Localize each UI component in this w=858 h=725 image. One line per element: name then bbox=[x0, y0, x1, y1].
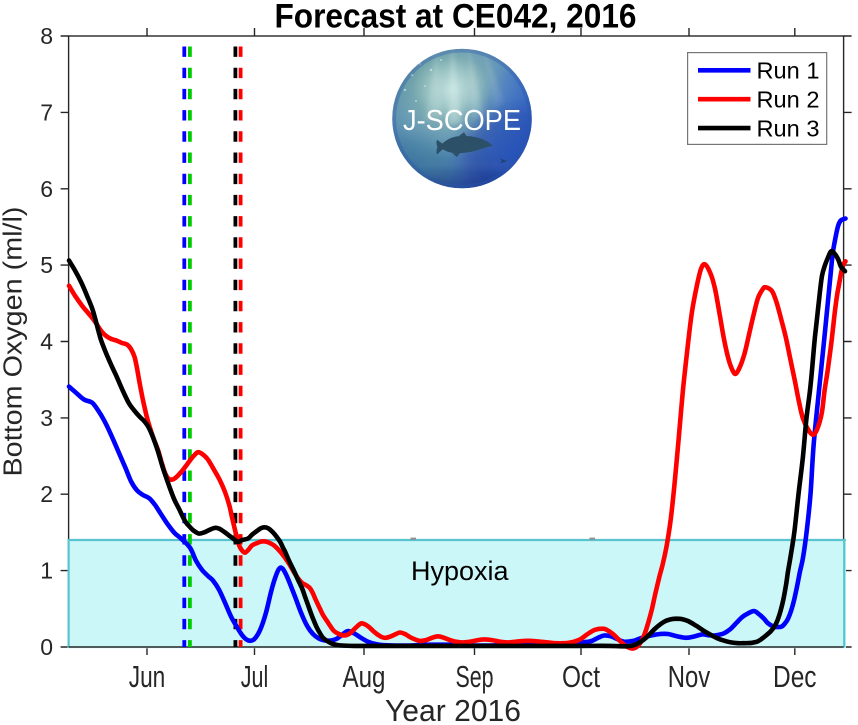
svg-text:Oct: Oct bbox=[562, 660, 600, 694]
svg-text:3: 3 bbox=[40, 405, 53, 431]
svg-text:Nov: Nov bbox=[668, 660, 711, 694]
svg-text:Sep: Sep bbox=[456, 660, 494, 694]
svg-text:7: 7 bbox=[40, 99, 53, 125]
svg-text:Run 1: Run 1 bbox=[757, 58, 820, 84]
svg-text:Forecast at CE042, 2016: Forecast at CE042, 2016 bbox=[275, 0, 637, 36]
svg-text:0: 0 bbox=[40, 634, 53, 660]
svg-text:Year 2016: Year 2016 bbox=[385, 693, 521, 725]
svg-text:Aug: Aug bbox=[343, 660, 386, 694]
svg-text:6: 6 bbox=[40, 176, 53, 202]
svg-text:J-SCOPE: J-SCOPE bbox=[403, 105, 521, 137]
svg-text:Jun: Jun bbox=[129, 660, 166, 694]
svg-text:5: 5 bbox=[40, 252, 53, 278]
svg-text:Run 2: Run 2 bbox=[757, 86, 820, 112]
svg-text:Hypoxia: Hypoxia bbox=[411, 556, 510, 586]
svg-text:1: 1 bbox=[40, 558, 53, 584]
svg-text:8: 8 bbox=[40, 23, 53, 49]
svg-text:Dec: Dec bbox=[773, 660, 817, 694]
svg-text:Run 3: Run 3 bbox=[757, 115, 820, 141]
svg-text:4: 4 bbox=[40, 329, 53, 355]
svg-text:2: 2 bbox=[40, 481, 53, 507]
svg-text:Bottom Oxygen (ml/l): Bottom Oxygen (ml/l) bbox=[0, 207, 28, 477]
svg-text:Jul: Jul bbox=[241, 660, 269, 694]
